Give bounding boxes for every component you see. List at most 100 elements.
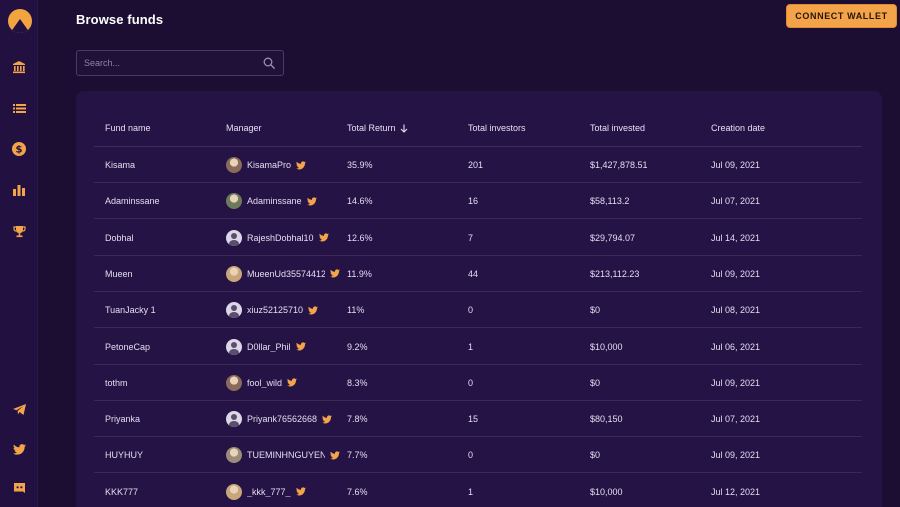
manager-cell[interactable]: Priyank76562668: [226, 401, 340, 437]
manager-cell[interactable]: TUEMINHNGUYEN3: [226, 437, 340, 473]
table-row[interactable]: KKK777 _kkk_777_ 7.6% 1 $10,000 Jul 12, 2021: [94, 474, 862, 507]
avatar: [226, 265, 242, 282]
total-return-cell: 11.9%: [347, 268, 372, 279]
default-avatar-icon: [226, 229, 242, 246]
column-label: Manager: [226, 123, 262, 133]
funds-table: Fund name Manager Total Return Total inv…: [76, 91, 882, 507]
search-box[interactable]: [76, 50, 284, 76]
fund-name-cell[interactable]: tothm: [105, 377, 128, 388]
creation-date-cell: Jul 07, 2021: [711, 414, 761, 425]
manager-cell[interactable]: Adaminssane: [226, 183, 340, 219]
default-avatar-icon: [226, 338, 242, 355]
total-invested-cell: $80,150: [590, 414, 623, 425]
twitter-icon[interactable]: [8, 438, 30, 460]
bank-icon[interactable]: [8, 56, 30, 78]
table-row[interactable]: Dobhal RajeshDobhal10 12.6% 7 $29,794.07 Jul …: [94, 220, 862, 256]
manager-name[interactable]: MueenUd35574412: [247, 268, 325, 279]
table-row[interactable]: Adaminssane Adaminssane 14.6% 16 $58,113.2 Ju…: [94, 183, 862, 220]
manager-name[interactable]: TUEMINHNGUYEN3: [247, 450, 325, 461]
manager-cell[interactable]: MueenUd35574412: [226, 256, 340, 292]
table-row[interactable]: Kisama KisamaPro 35.9% 201 $1,427,878.51 Jul …: [94, 147, 862, 183]
manager-name[interactable]: KisamaPro: [247, 160, 292, 170]
creation-date-cell: Jul 14, 2021: [711, 232, 761, 243]
manager-cell[interactable]: RajeshDobhal10: [226, 220, 340, 256]
creation-date-cell: Jul 12, 2021: [711, 486, 761, 497]
column-label: Fund name: [105, 123, 151, 133]
total-return-cell: 35.9%: [347, 160, 373, 170]
table-row[interactable]: PetoneCap D0llar_Phil 9.2% 1 $10,000 Jul 06, …: [94, 329, 862, 365]
fund-name-cell[interactable]: Dobhal: [105, 232, 134, 243]
creation-date-cell: Jul 07, 2021: [711, 196, 761, 207]
manager-cell[interactable]: xiuz52125710: [226, 292, 340, 328]
total-investors-cell: 0: [468, 377, 474, 388]
column-label: Total Return: [347, 123, 396, 133]
connect-wallet-button[interactable]: CONNECT WALLET: [786, 4, 897, 28]
total-invested-cell: $0: [590, 377, 601, 388]
twitter-icon[interactable]: [296, 160, 307, 170]
telegram-icon[interactable]: [8, 398, 30, 420]
logo-icon[interactable]: [8, 9, 32, 33]
fund-name-cell[interactable]: KKK777: [105, 486, 139, 497]
total-invested-cell: $0: [590, 450, 601, 461]
discord-icon[interactable]: [8, 477, 30, 499]
total-investors-cell: 1: [468, 341, 474, 352]
column-label: Total investors: [468, 123, 526, 133]
fund-name-cell[interactable]: HUYHUY: [105, 450, 144, 461]
twitter-icon[interactable]: [330, 451, 340, 460]
table-row[interactable]: TuanJacky 1 xiuz52125710 11% 0 $0 Jul 08, 202…: [94, 292, 862, 329]
search-input[interactable]: [77, 58, 263, 68]
manager-name[interactable]: _kkk_777_: [247, 486, 291, 497]
column-total-return[interactable]: Total Return: [347, 123, 408, 133]
twitter-icon[interactable]: [295, 487, 306, 496]
fund-name-cell[interactable]: Mueen: [105, 268, 133, 279]
table-row[interactable]: Mueen MueenUd35574412 11.9% 44 $213,112.23 Ju…: [94, 256, 862, 292]
manager-cell[interactable]: KisamaPro: [226, 147, 340, 183]
manager-cell[interactable]: fool_wild: [226, 365, 340, 401]
sort-arrow-down-icon: [400, 124, 407, 133]
manager-name[interactable]: Priyank76562668: [247, 414, 318, 425]
manager-name[interactable]: fool_wild: [247, 377, 283, 388]
bar-chart-icon[interactable]: [8, 179, 30, 201]
creation-date-cell: Jul 09, 2021: [711, 377, 761, 388]
avatar: [226, 157, 242, 173]
manager-cell[interactable]: _kkk_777_: [226, 474, 340, 507]
total-return-cell: 8.3%: [347, 377, 368, 388]
column-fund-name[interactable]: Fund name: [105, 123, 151, 133]
dollar-icon[interactable]: $: [8, 138, 30, 160]
twitter-icon[interactable]: [322, 414, 333, 424]
fund-name-cell[interactable]: Kisama: [105, 160, 136, 170]
twitter-icon[interactable]: [295, 342, 306, 351]
manager-name[interactable]: RajeshDobhal10: [247, 232, 314, 243]
manager-name[interactable]: D0llar_Phil: [247, 341, 291, 352]
fund-name-cell[interactable]: Adaminssane: [105, 196, 160, 207]
table-row[interactable]: tothm fool_wild 8.3% 0 $0 Jul 09, 2021: [94, 365, 862, 401]
manager-cell[interactable]: D0llar_Phil: [226, 329, 340, 365]
twitter-icon[interactable]: [330, 269, 340, 278]
column-total-investors[interactable]: Total investors: [468, 123, 526, 133]
twitter-icon[interactable]: [287, 378, 298, 387]
table-row[interactable]: HUYHUY TUEMINHNGUYEN3 7.7% 0 $0 Jul 09, 2021: [94, 437, 862, 474]
total-investors-cell: 44: [468, 268, 479, 279]
column-total-invested[interactable]: Total invested: [590, 123, 645, 133]
twitter-icon[interactable]: [308, 306, 319, 315]
twitter-icon[interactable]: [318, 233, 329, 242]
total-return-cell: 7.6%: [347, 486, 368, 497]
fund-name-cell[interactable]: TuanJacky 1: [105, 305, 156, 316]
column-manager[interactable]: Manager: [226, 123, 262, 133]
fund-name-cell[interactable]: PetoneCap: [105, 341, 151, 352]
manager-name[interactable]: Adaminssane: [247, 196, 302, 207]
column-creation-date[interactable]: Creation date: [711, 123, 765, 133]
total-invested-cell: $29,794.07: [590, 232, 636, 243]
search-icon[interactable]: [263, 57, 275, 69]
manager-name[interactable]: xiuz52125710: [247, 305, 304, 316]
table-row[interactable]: Priyanka Priyank76562668 7.8% 15 $80,150 Jul …: [94, 401, 862, 438]
total-return-cell: 7.8%: [347, 414, 368, 425]
list-icon[interactable]: [8, 97, 30, 119]
avatar: [226, 374, 242, 391]
total-invested-cell: $58,113.2: [590, 196, 630, 207]
page-title: Browse funds: [76, 12, 164, 27]
twitter-icon[interactable]: [306, 197, 317, 206]
total-investors-cell: 0: [468, 450, 474, 461]
fund-name-cell[interactable]: Priyanka: [105, 414, 141, 425]
trophy-icon[interactable]: [8, 220, 30, 242]
